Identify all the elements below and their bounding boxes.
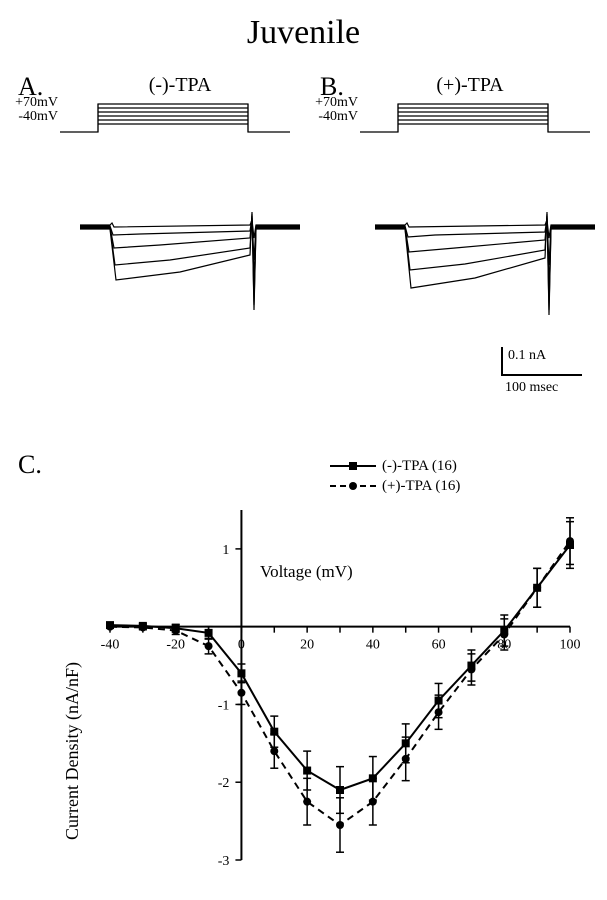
svg-text:-2: -2 [218,776,230,791]
xlabel: Voltage (mV) [260,562,353,582]
panel-a-vbot: -40mV [0,110,58,124]
legend-label-plus: (+)-TPA (16) [382,478,460,495]
panel-c-label: C. [18,450,42,480]
panel-b-subtitle: (+)-TPA [400,74,540,97]
svg-text:60: 60 [432,638,446,653]
legend-label-minus: (-)-TPA (16) [382,458,457,475]
panel-a-subtitle: (-)-TPA [110,74,250,97]
svg-text:1: 1 [222,543,229,558]
svg-text:0: 0 [238,638,245,653]
stimulus-b [360,98,590,143]
scalebar-y-label: 0.1 nA [508,348,546,364]
scalebar-x-label: 100 msec [505,380,558,396]
panel-a-vtop: +70mV [0,96,58,110]
svg-text:-3: -3 [218,854,230,869]
panel-b-vtop: +70mV [300,96,358,110]
legend-row-plus: (+)-TPA (16) [330,476,460,496]
svg-text:40: 40 [366,638,380,653]
traces-a [80,210,300,330]
legend-row-minus: (-)-TPA (16) [330,456,460,476]
svg-text:-1: -1 [218,698,230,713]
svg-text:-40: -40 [101,638,120,653]
page-title: Juvenile [0,14,607,52]
legend: (-)-TPA (16) (+)-TPA (16) [330,456,460,496]
svg-text:20: 20 [300,638,314,653]
traces-b [375,210,595,330]
svg-text:-20: -20 [166,638,185,653]
iv-plot: -40-20020406080100-3-2-11 [70,500,590,890]
svg-text:100: 100 [560,638,581,653]
stimulus-a [60,98,290,143]
panel-b-vbot: -40mV [300,110,358,124]
ylabel: Current Density (nA/nF) [62,662,83,840]
